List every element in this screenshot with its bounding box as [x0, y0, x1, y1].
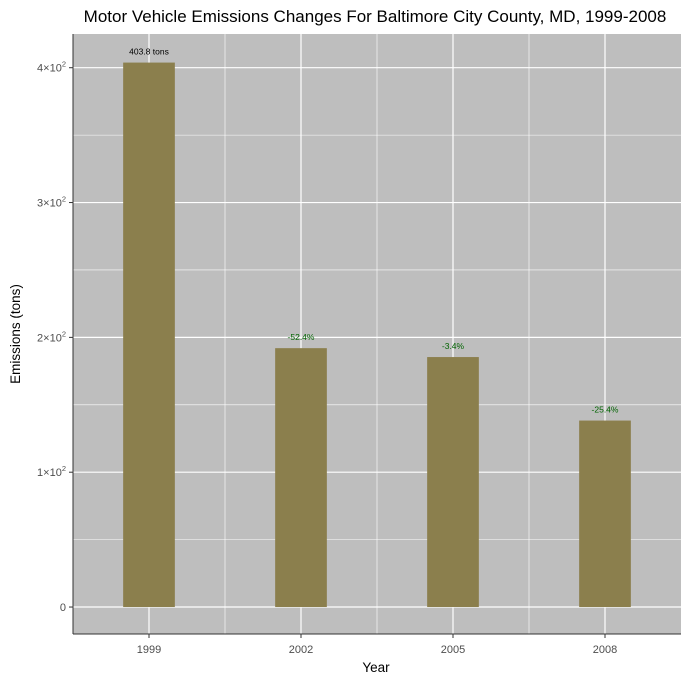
x-tick-label: 2005 [441, 644, 465, 656]
y-tick-label: 1×102 [37, 464, 66, 479]
bar [275, 348, 327, 608]
y-axis: 0 1×102 2×102 3×102 4×102 [37, 34, 74, 634]
y-tick-label: 4×102 [37, 60, 66, 75]
x-tick-label: 1999 [137, 644, 161, 656]
bar-label: -52.4% [288, 332, 315, 342]
bar-labels: 403.8 tons -52.4% -3.4% -25.4% [129, 47, 619, 415]
bar [579, 420, 631, 608]
y-tick-label: 0 [60, 602, 66, 614]
x-axis-title: Year [362, 660, 390, 675]
bars [123, 62, 631, 608]
x-axis: 1999 2002 2005 2008 [73, 633, 681, 656]
y-axis-title: Emissions (tons) [8, 284, 23, 384]
bar-label: -25.4% [592, 405, 619, 415]
x-tick-label: 2008 [593, 644, 617, 656]
bar [427, 357, 479, 608]
chart-title: Motor Vehicle Emissions Changes For Balt… [84, 7, 667, 26]
y-tick-label: 2×102 [37, 329, 66, 344]
bar-label: -3.4% [442, 341, 465, 351]
bar [123, 62, 175, 608]
bar-label: 403.8 tons [129, 47, 169, 57]
x-tick-label: 2002 [289, 644, 313, 656]
y-tick-label: 3×102 [37, 195, 66, 210]
